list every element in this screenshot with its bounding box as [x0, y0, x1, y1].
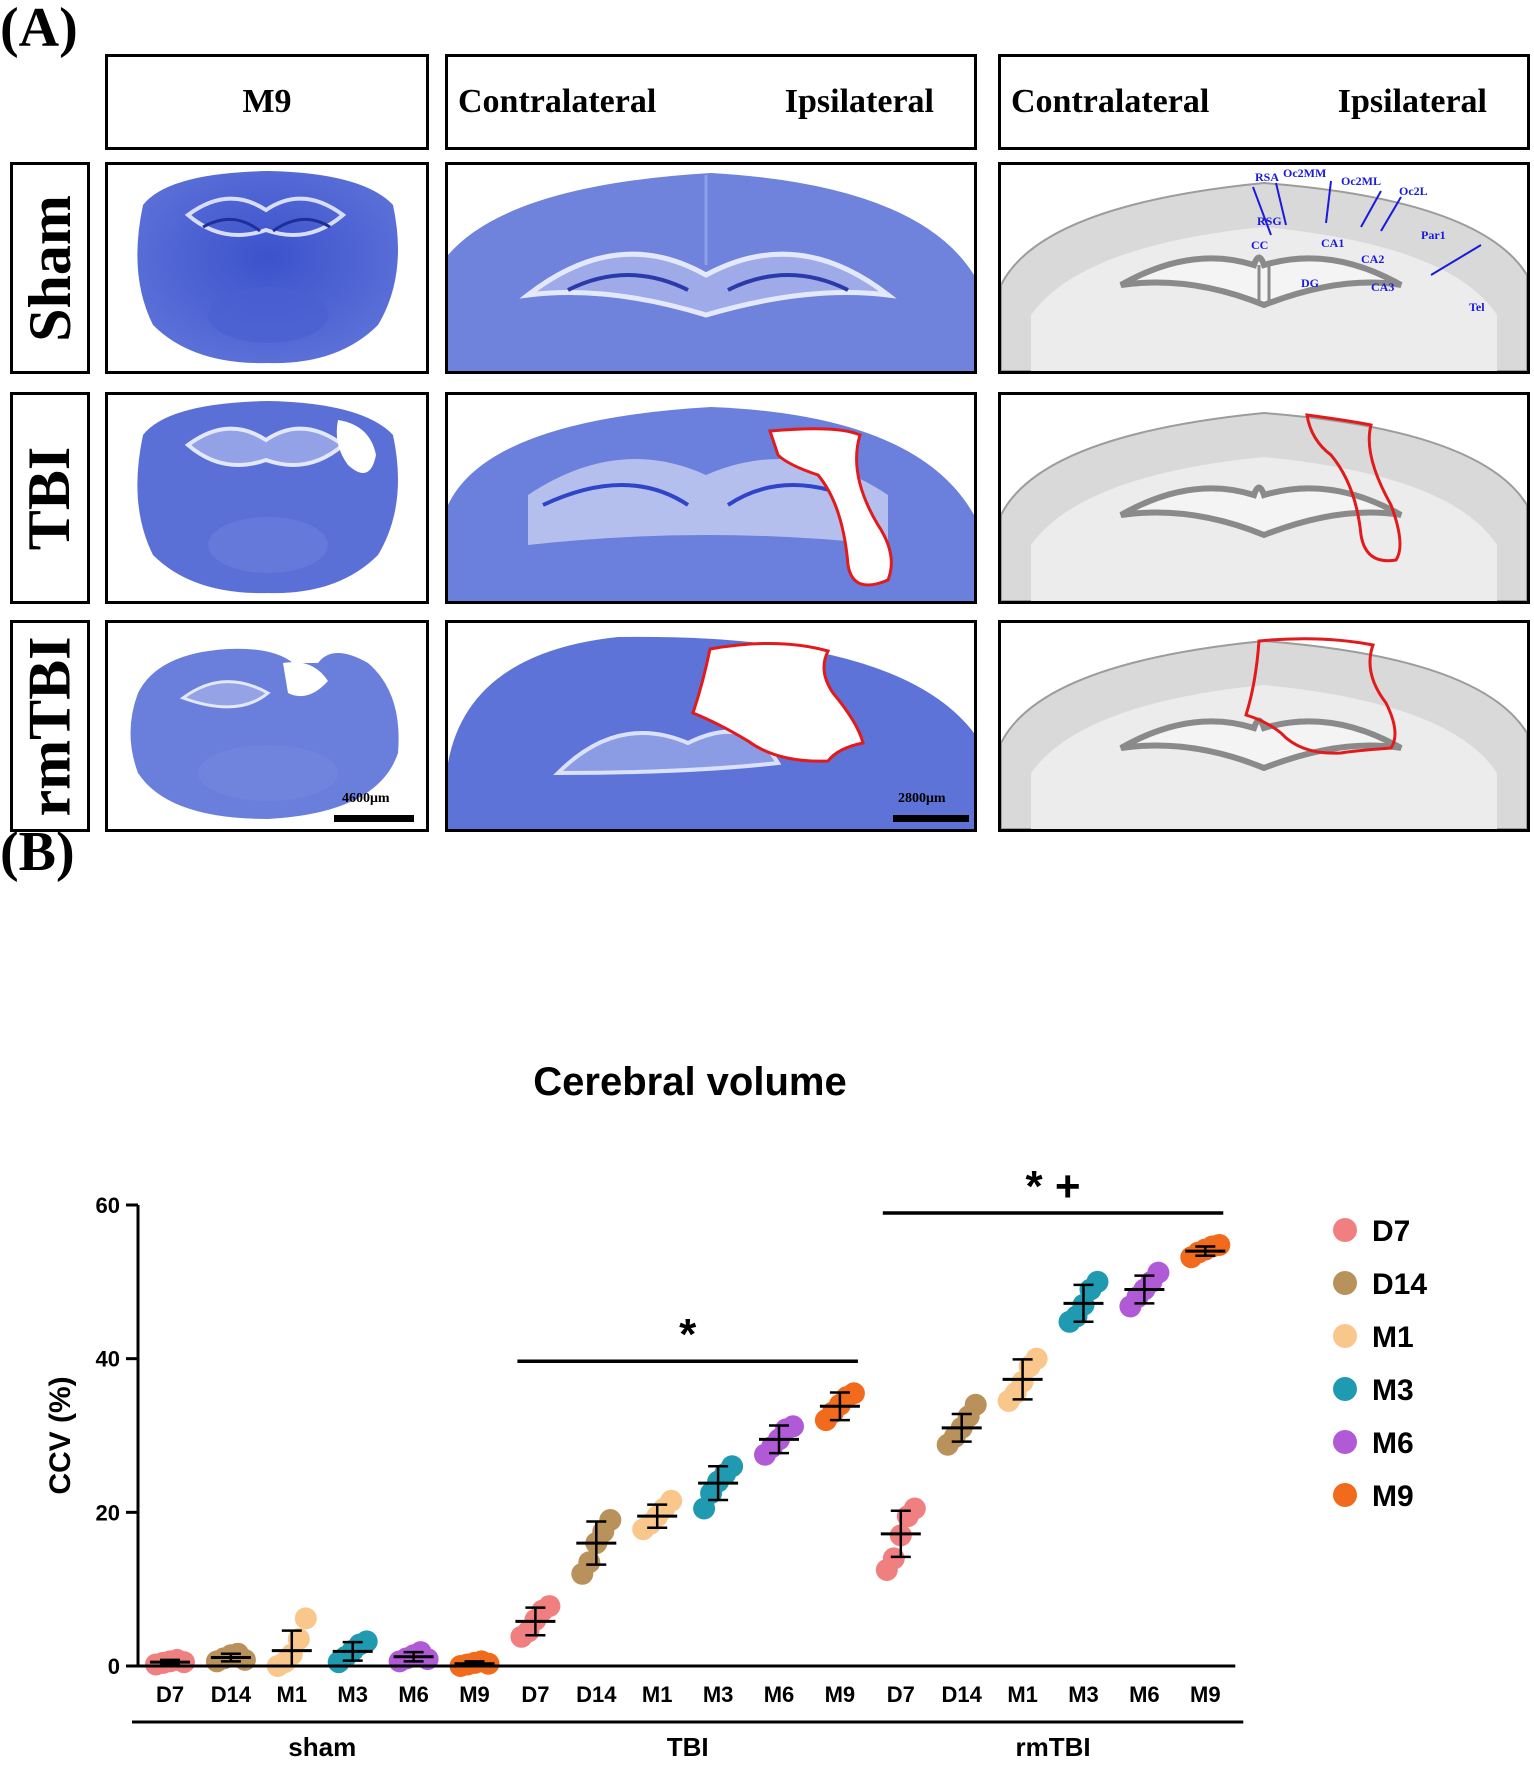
legend-dot-d14 — [1333, 1271, 1357, 1295]
x-tick-label: M6 — [764, 1682, 795, 1707]
x-tick-label: D14 — [211, 1682, 252, 1707]
data-point — [578, 1551, 601, 1574]
group-label-rmtbi: rmTBI — [1015, 1732, 1090, 1762]
legend-label-d14: D14 — [1372, 1268, 1427, 1301]
x-tick-label: M9 — [1190, 1682, 1221, 1707]
x-tick-label: M1 — [1007, 1682, 1038, 1707]
atlas-label-ca3: CA3 — [1371, 280, 1394, 294]
atlas-label-ca1: CA1 — [1321, 236, 1344, 250]
legend-label-m3: M3 — [1372, 1374, 1414, 1407]
data-point — [355, 1630, 378, 1653]
x-tick-label: M3 — [337, 1682, 368, 1707]
atlas-label-rsa: RSA — [1255, 170, 1279, 184]
legend-label-m9: M9 — [1372, 1480, 1414, 1513]
nissl-half-sham — [445, 162, 977, 374]
group-label-tbi: TBI — [667, 1732, 709, 1762]
data-point — [1025, 1347, 1048, 1370]
y-tick-label: 0 — [108, 1654, 120, 1679]
atlas-label-par1: Par1 — [1421, 228, 1446, 242]
data-point — [1147, 1261, 1170, 1284]
row-label-tbi: TBI — [10, 392, 90, 604]
header-ipsilateral: Ipsilateral — [784, 83, 934, 120]
panel-a-label: (A) — [0, 0, 78, 59]
scale-bar-whole: 4600μm — [342, 791, 390, 806]
y-tick-label: 20 — [96, 1500, 120, 1525]
header-contralateral-atlas: Contralateral — [1011, 83, 1210, 120]
atlas-label-ca2: CA2 — [1361, 252, 1384, 266]
atlas-label-tel: Tel — [1469, 300, 1485, 314]
x-tick-label: M1 — [277, 1682, 308, 1707]
atlas-label-cc: CC — [1251, 238, 1268, 252]
legend-dot-m3 — [1333, 1377, 1357, 1401]
data-point — [782, 1415, 804, 1438]
header-half: Contralateral Ipsilateral — [445, 54, 977, 150]
y-axis-label: CCV (%) — [44, 1376, 77, 1494]
atlas-label-dg: DG — [1301, 276, 1319, 290]
x-tick-label: M1 — [642, 1682, 673, 1707]
x-tick-label: M3 — [1068, 1682, 1099, 1707]
legend-label-m1: M1 — [1372, 1321, 1414, 1354]
atlas-label-rsg: RSG — [1257, 214, 1282, 228]
data-point — [1086, 1270, 1109, 1293]
legend-dot-m6 — [1333, 1430, 1357, 1454]
y-tick-label: 40 — [96, 1347, 120, 1372]
row-label-sham: Sham — [10, 162, 90, 374]
x-tick-label: M3 — [703, 1682, 734, 1707]
x-tick-label: D7 — [887, 1682, 915, 1707]
atlas-sham: RSA Oc2MM Oc2ML Oc2L RSG CC CA1 CA2 DG C… — [998, 162, 1530, 374]
data-point — [842, 1382, 865, 1405]
atlas-tbi — [998, 392, 1530, 604]
group-label-sham: sham — [288, 1732, 356, 1762]
atlas-rmtbi — [998, 620, 1530, 832]
header-m9: M9 — [105, 54, 429, 150]
x-tick-label: D7 — [521, 1682, 549, 1707]
data-point — [882, 1547, 905, 1570]
atlas-label-oc2ml: Oc2ML — [1341, 174, 1381, 188]
header-contralateral: Contralateral — [458, 83, 657, 120]
x-tick-label: M9 — [459, 1682, 490, 1707]
header-atlas: Contralateral Ipsilateral — [998, 54, 1530, 150]
data-point — [599, 1509, 622, 1532]
x-tick-label: D14 — [942, 1682, 983, 1707]
data-point — [1208, 1233, 1231, 1256]
x-tick-label: M6 — [398, 1682, 429, 1707]
data-point — [721, 1455, 744, 1478]
data-point — [538, 1595, 561, 1618]
row-label-rmtbi: rmTBI — [10, 620, 90, 832]
data-point — [287, 1628, 310, 1651]
legend-dot-d7 — [1333, 1218, 1357, 1242]
header-ipsilateral-atlas: Ipsilateral — [1337, 83, 1487, 120]
x-tick-label: M9 — [825, 1682, 856, 1707]
nissl-whole-tbi — [105, 392, 429, 604]
significance-marker: * + — [1026, 1162, 1081, 1211]
significance-marker: * — [679, 1310, 697, 1359]
legend-dot-m1 — [1333, 1324, 1357, 1348]
y-tick-label: 60 — [96, 1193, 120, 1218]
x-tick-label: D7 — [156, 1682, 184, 1707]
data-point — [964, 1393, 987, 1416]
scale-bar-half: 2800μm — [898, 791, 946, 806]
data-point — [294, 1607, 317, 1630]
nissl-whole-rmtbi: 4600μm — [105, 620, 429, 832]
data-point — [233, 1648, 256, 1671]
atlas-label-oc2l: Oc2L — [1399, 184, 1428, 198]
nissl-half-rmtbi: 2800μm — [445, 620, 977, 832]
chart-title: Cerebral volume — [533, 1060, 847, 1104]
data-point — [903, 1497, 926, 1520]
atlas-label-oc2mm: Oc2MM — [1283, 166, 1326, 180]
nissl-half-tbi — [445, 392, 977, 604]
legend-label-m6: M6 — [1372, 1427, 1414, 1460]
nissl-whole-sham — [105, 162, 429, 374]
x-tick-label: M6 — [1129, 1682, 1160, 1707]
x-tick-label: D14 — [576, 1682, 617, 1707]
legend-dot-m9 — [1333, 1483, 1357, 1507]
legend-label-d7: D7 — [1372, 1215, 1410, 1248]
data-point — [660, 1489, 683, 1512]
ccv-scatter-chart: 0 20 40 60 CCV (%) D7 D14 M1 M3 M6 M9 D7 D14 M1 M3 M6 M9… — [44, 1162, 1427, 1762]
